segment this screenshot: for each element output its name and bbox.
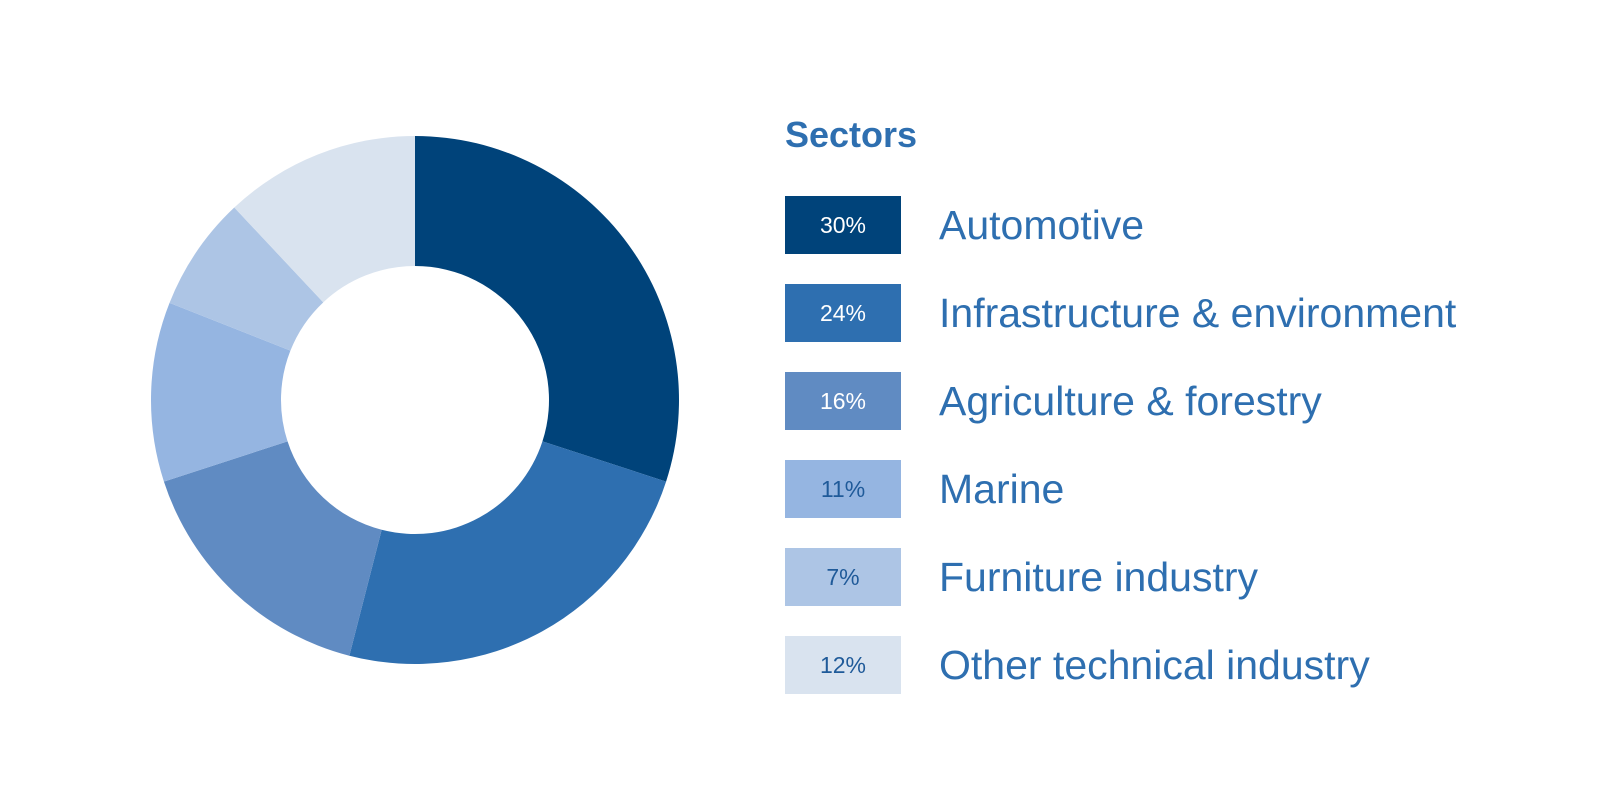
legend-swatch-automotive: 30% <box>785 196 901 254</box>
donut-slice-agriculture <box>163 441 382 656</box>
legend-label-marine: Marine <box>939 466 1065 512</box>
legend-title: Sectors <box>785 114 918 155</box>
legend-swatch-marine: 11% <box>785 460 901 518</box>
donut-slice-automotive <box>415 136 679 482</box>
donut-chart <box>151 136 679 664</box>
donut-slice-marine <box>151 302 291 482</box>
legend-swatch-other: 12% <box>785 636 901 694</box>
legend-label-agriculture: Agriculture & forestry <box>939 378 1322 424</box>
legend-swatch-furniture: 7% <box>785 548 901 606</box>
legend-swatch-agriculture: 16% <box>785 372 901 430</box>
donut-slice-infrastructure <box>349 441 667 664</box>
legend-label-infrastructure: Infrastructure & environment <box>939 290 1457 336</box>
donut-slice-furniture <box>169 207 324 351</box>
legend-swatch-infrastructure: 24% <box>785 284 901 342</box>
donut-slice-other <box>234 136 415 303</box>
legend: Sectors 30% Automotive 24% Infrastructur… <box>785 110 1565 694</box>
legend-label-automotive: Automotive <box>939 202 1145 248</box>
legend-label-other: Other technical industry <box>939 642 1370 688</box>
legend-label-furniture: Furniture industry <box>939 554 1259 600</box>
